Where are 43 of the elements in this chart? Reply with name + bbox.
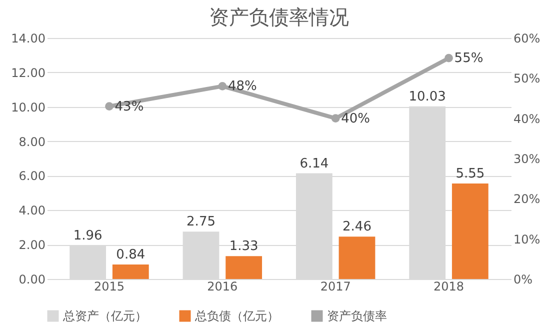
- y-tick-label: 14.00: [11, 32, 46, 46]
- point: [444, 54, 453, 62]
- data-label: 43%: [114, 99, 144, 114]
- data-label: 1.96: [73, 228, 102, 244]
- legend-label: 总资产（亿元）: [62, 309, 147, 323]
- bar: [338, 236, 376, 279]
- bar: [452, 183, 488, 279]
- y-tick-label: 6.00: [18, 169, 46, 184]
- data-label: 55%: [454, 51, 484, 66]
- y-tick-label: 12.00: [11, 66, 46, 80]
- x-tick-label: 2017: [320, 280, 351, 294]
- data-label: 0.84: [116, 248, 146, 263]
- data-label: 1.33: [229, 239, 258, 254]
- legend-label: 总负债（亿元）: [194, 309, 279, 323]
- point: [331, 114, 340, 123]
- data-label: 2.75: [186, 214, 216, 230]
- data-label: 48%: [228, 79, 257, 94]
- x-tick-label: 2016: [207, 280, 238, 294]
- y2-tick-label: 60%: [514, 32, 540, 46]
- y2-tick-label: 40%: [514, 112, 540, 126]
- data-label: 5.55: [456, 166, 485, 182]
- data-label: 2.46: [342, 220, 372, 235]
- bar: [226, 256, 262, 279]
- y2-tick-label: 50%: [514, 72, 540, 86]
- y-tick-label: 8.00: [18, 134, 46, 149]
- y2-tick-label: 30%: [514, 152, 540, 166]
- y2-tick-label: 0%: [514, 272, 533, 286]
- chart-title: 资产负债率情况: [209, 5, 349, 29]
- data-label: 10.03: [408, 89, 446, 104]
- y2-tick-label: 10%: [514, 232, 540, 246]
- y-tick-label: 4.00: [18, 204, 46, 218]
- y-tick-label: 0.00: [18, 272, 46, 286]
- point: [218, 82, 227, 90]
- y-tick-label: 10.00: [11, 100, 46, 114]
- y-tick-label: 2.00: [18, 238, 46, 252]
- y2-tick-label: 20%: [514, 192, 540, 206]
- data-label: 6.14: [300, 156, 329, 172]
- data-label: 40%: [341, 111, 370, 126]
- x-tick-label: 2015: [94, 280, 125, 294]
- legend-label: 资产负债率: [327, 309, 387, 323]
- point: [105, 102, 114, 110]
- x-tick-label: 2018: [433, 280, 464, 294]
- bar: [112, 264, 149, 279]
